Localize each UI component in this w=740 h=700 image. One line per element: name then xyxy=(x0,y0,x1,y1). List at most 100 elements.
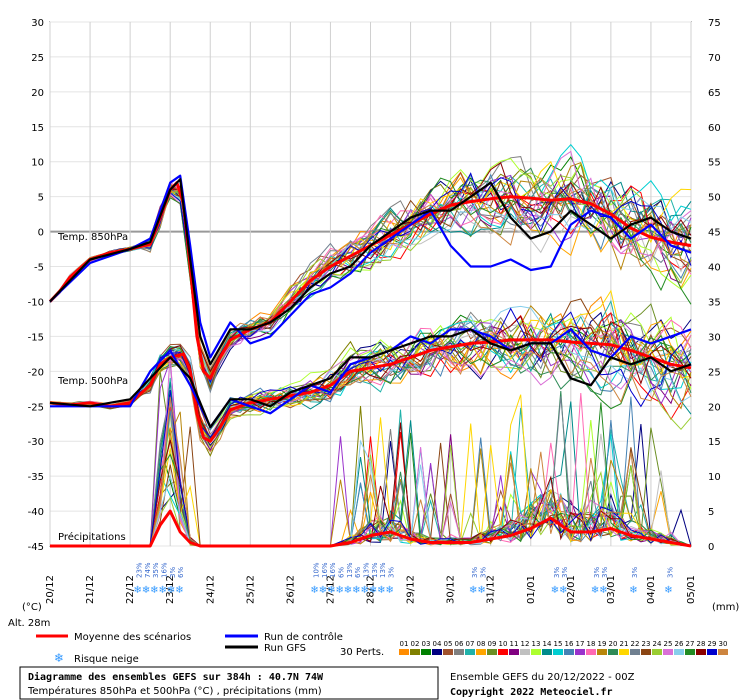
x-tick-label: 26/12 xyxy=(285,575,296,604)
legend-snow-label: Risque neige xyxy=(74,654,139,665)
pert-swatch xyxy=(432,649,442,655)
snowflake-icon: ❄ xyxy=(167,585,175,596)
snow-risk-percent: 3% xyxy=(471,567,479,578)
pert-id-label: 01 xyxy=(400,640,409,648)
snow-risk-percent: 13% xyxy=(362,562,370,578)
pert-swatch xyxy=(597,649,607,655)
pert-swatch xyxy=(421,649,431,655)
x-tick-label: 31/12 xyxy=(486,575,497,604)
copyright: Copyright 2022 Meteociel.fr xyxy=(450,686,613,698)
pert-swatch xyxy=(564,649,574,655)
snowflake-icon: ❄ xyxy=(175,585,183,596)
snowflake-icon: ❄ xyxy=(54,651,64,665)
pert-id-label: 26 xyxy=(675,640,684,648)
x-tick-label: 23/12 xyxy=(165,575,176,604)
pert-swatch xyxy=(674,649,684,655)
snowflake-icon: ❄ xyxy=(310,585,318,596)
snow-risk-percent: 16% xyxy=(329,562,337,578)
snow-risk-percent: 74% xyxy=(144,562,152,578)
member-28-precip xyxy=(50,422,692,547)
pert-id-label: 22 xyxy=(631,640,640,648)
right-tick-label: 75 xyxy=(708,18,721,29)
pert-id-label: 20 xyxy=(609,640,618,648)
snow-risk-percent: 6% xyxy=(354,567,362,578)
label-t500: Temp. 500hPa xyxy=(57,376,128,387)
pert-swatch xyxy=(509,649,519,655)
snowflake-icon: ❄ xyxy=(352,585,360,596)
pert-id-label: 16 xyxy=(565,640,574,648)
pert-id-label: 25 xyxy=(664,640,673,648)
legend-perts-label: 30 Perts. xyxy=(340,647,384,658)
right-tick-label: 0 xyxy=(708,542,714,553)
left-axis-unit: (°C) xyxy=(22,602,42,613)
snowflake-icon: ❄ xyxy=(150,585,158,596)
pert-swatch xyxy=(487,649,497,655)
snowflake-icon: ❄ xyxy=(469,585,477,596)
snow-risk-percent: 6% xyxy=(177,567,185,578)
pert-id-label: 02 xyxy=(411,640,420,648)
snow-risk-percent: 3% xyxy=(561,567,569,578)
pert-id-label: 14 xyxy=(543,640,552,648)
x-tick-label: 05/01 xyxy=(686,575,697,604)
pert-swatch xyxy=(718,649,728,655)
pert-swatch xyxy=(553,649,563,655)
snow-risk-row: 23%❄74%❄35%❄16%❄3%❄6%❄10%❄16%❄16%❄6%❄13%… xyxy=(133,562,674,596)
left-tick-label: -30 xyxy=(28,437,44,448)
chart-title: Diagramme des ensembles GEFS sur 384h : … xyxy=(28,671,324,683)
snow-risk-percent: 13% xyxy=(379,562,387,578)
pert-id-label: 09 xyxy=(488,640,497,648)
pert-id-label: 21 xyxy=(620,640,629,648)
snow-risk-percent: 16% xyxy=(161,562,169,578)
right-tick-label: 20 xyxy=(708,402,721,413)
snow-risk-percent: 3% xyxy=(666,567,674,578)
snowflake-icon: ❄ xyxy=(551,585,559,596)
chart-subtitle: Températures 850hPa et 500hPa (°C) , pré… xyxy=(27,685,322,697)
pert-swatch xyxy=(696,649,706,655)
snowflake-icon: ❄ xyxy=(327,585,335,596)
snowflake-icon: ❄ xyxy=(377,585,385,596)
snowflake-icon: ❄ xyxy=(591,585,599,596)
snow-risk-percent: 3% xyxy=(388,567,396,578)
right-tick-label: 65 xyxy=(708,88,721,99)
left-tick-label: -20 xyxy=(28,367,44,378)
right-tick-label: 55 xyxy=(708,158,721,169)
snow-risk-percent: 13% xyxy=(346,562,354,578)
left-tick-label: -5 xyxy=(34,263,44,274)
series-2-t500 xyxy=(49,328,692,429)
snowflake-icon: ❄ xyxy=(133,585,141,596)
legend-control-label: Run de contrôle xyxy=(264,631,343,643)
snow-risk-percent: 10% xyxy=(312,562,320,578)
series-2-t850 xyxy=(49,178,692,366)
x-tick-label: 04/01 xyxy=(646,575,657,604)
pert-swatch xyxy=(630,649,640,655)
x-tick-label: 22/12 xyxy=(125,575,136,604)
title-box xyxy=(19,666,439,700)
left-tick-label: -15 xyxy=(28,332,44,343)
snow-risk-percent: 16% xyxy=(321,562,329,578)
pert-id-label: 28 xyxy=(697,640,706,648)
x-tick-label: 25/12 xyxy=(245,575,256,604)
left-tick-label: 25 xyxy=(31,53,44,64)
x-tick-label: 29/12 xyxy=(406,575,417,604)
pert-id-label: 29 xyxy=(708,640,717,648)
pert-swatch xyxy=(542,649,552,655)
pert-id-label: 12 xyxy=(521,640,530,648)
right-tick-label: 60 xyxy=(708,123,721,134)
legend-mean-label: Moyenne des scénarios xyxy=(74,631,191,643)
pert-id-label: 27 xyxy=(686,640,695,648)
left-tick-label: 30 xyxy=(31,18,44,29)
right-tick-label: 30 xyxy=(708,332,721,343)
left-tick-label: 0 xyxy=(38,228,44,239)
right-tick-label: 10 xyxy=(708,472,721,483)
snowflake-icon: ❄ xyxy=(477,585,485,596)
pert-id-label: 13 xyxy=(532,640,541,648)
member-29-precip xyxy=(50,390,692,547)
left-axis-ticks: 30 25 20 15 10 5 0 -5 -10 -15 -20 -25 -30 -35 -40 -45 xyxy=(28,18,44,553)
snow-risk-percent: 3% xyxy=(601,567,609,578)
pert-id-label: 30 xyxy=(719,640,728,648)
left-tick-label: -25 xyxy=(28,402,44,413)
pert-swatch xyxy=(575,649,585,655)
left-tick-label: -10 xyxy=(28,297,44,308)
x-tick-label: 28/12 xyxy=(366,575,377,604)
